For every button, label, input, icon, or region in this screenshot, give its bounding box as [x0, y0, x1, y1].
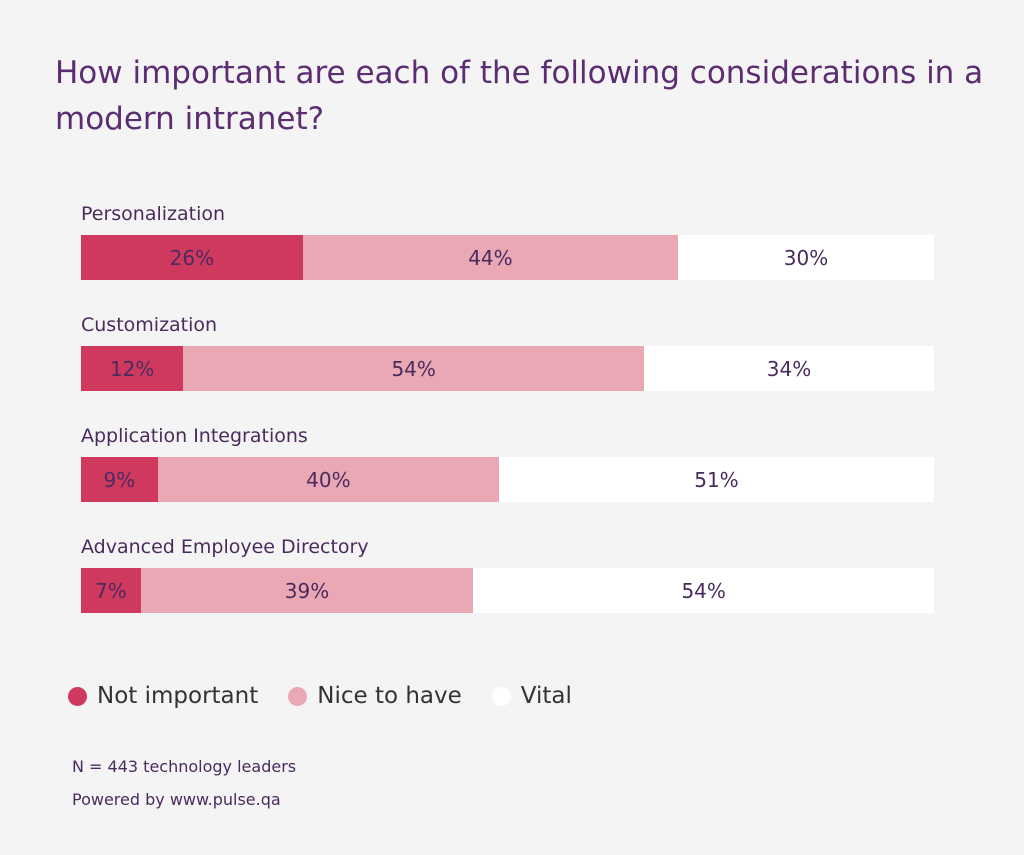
bar-row-advanced-employee-directory: Advanced Employee Directory 7% 39% 54%: [81, 536, 934, 616]
chart-title: How important are each of the following …: [55, 55, 984, 137]
legend-item-nice-to-have: Nice to have: [288, 683, 462, 709]
bar-segment-not-important: 12%: [81, 346, 184, 391]
data-label: 51%: [694, 467, 739, 492]
bar-row-customization: Customization 12% 54% 34%: [81, 314, 934, 394]
legend-label: Not important: [97, 683, 259, 709]
bar-segment-not-important: 26%: [81, 235, 303, 280]
data-label: 54%: [391, 356, 436, 381]
category-label: Personalization: [81, 203, 226, 225]
data-label: 54%: [681, 578, 726, 603]
bar-segment-not-important: 7%: [81, 568, 141, 613]
bar-row-personalization: Personalization 26% 44% 30%: [81, 203, 934, 283]
legend-swatch: [68, 686, 87, 706]
stacked-bar: 9% 40% 51%: [81, 457, 934, 502]
data-label: 26%: [169, 245, 215, 270]
data-label: 39%: [284, 578, 330, 603]
legend-swatch: [491, 686, 511, 706]
data-label: 40%: [306, 467, 351, 492]
legend-label: Nice to have: [317, 683, 462, 709]
sample-size-note: N = 443 technology leaders: [72, 757, 297, 776]
bar-segment-vital: 54%: [473, 568, 934, 613]
bar-segment-not-important: 9%: [81, 457, 158, 502]
legend-item-vital: Vital: [491, 683, 572, 709]
legend-swatch: [288, 686, 308, 706]
bar-segment-nice-to-have: 40%: [157, 457, 499, 502]
bar-segment-nice-to-have: 54%: [183, 346, 644, 391]
bar-segment-vital: 34%: [643, 346, 934, 391]
bar-segment-vital: 30%: [678, 235, 934, 280]
data-label: 34%: [766, 356, 812, 381]
chart-legend: Not important Nice to have Vital: [68, 683, 602, 709]
source-note: Powered by www.pulse.qa: [72, 790, 281, 809]
data-label: 30%: [783, 245, 829, 270]
data-label: 12%: [109, 356, 155, 381]
stacked-bar: 12% 54% 34%: [81, 346, 934, 391]
category-label: Customization: [81, 314, 218, 336]
bar-segment-nice-to-have: 39%: [140, 568, 474, 613]
bar-segment-vital: 51%: [498, 457, 934, 502]
data-label: 7%: [94, 578, 127, 603]
stacked-bar: 7% 39% 54%: [81, 568, 934, 613]
bar-row-application-integrations: Application Integrations 9% 40% 51%: [81, 425, 934, 505]
category-label: Application Integrations: [81, 425, 308, 447]
legend-label: Vital: [520, 683, 572, 709]
data-label: 9%: [103, 467, 136, 492]
legend-item-not-important: Not important: [68, 683, 258, 709]
stacked-bar: 26% 44% 30%: [81, 235, 934, 280]
data-label: 44%: [468, 245, 513, 270]
bar-segment-nice-to-have: 44%: [302, 235, 679, 280]
category-label: Advanced Employee Directory: [81, 536, 369, 558]
